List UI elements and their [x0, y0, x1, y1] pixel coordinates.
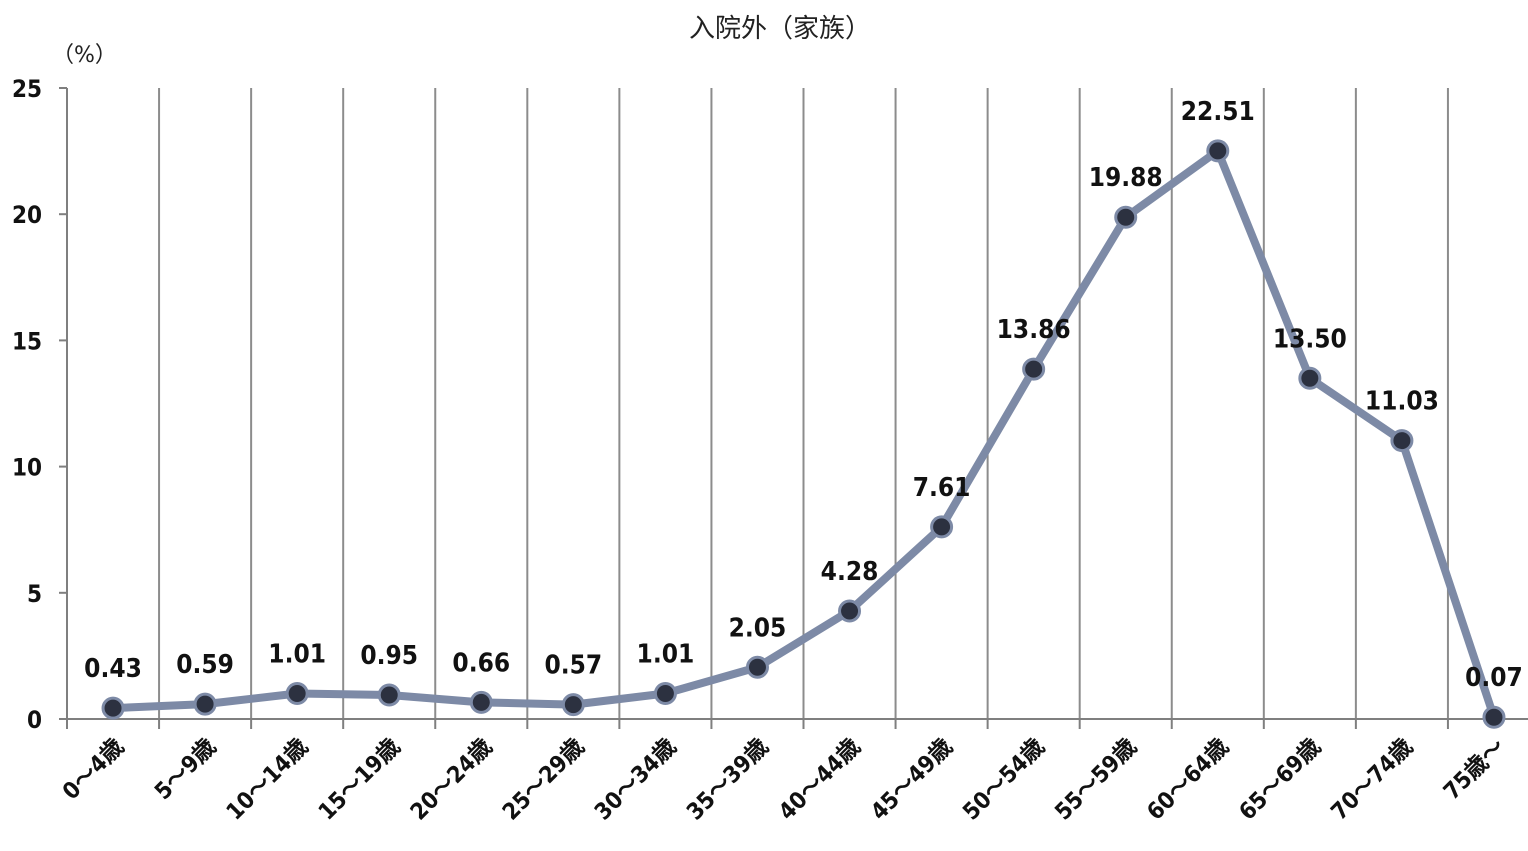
data-point-marker	[1390, 429, 1414, 453]
data-label: 1.01	[268, 640, 326, 670]
data-point-marker	[745, 655, 769, 679]
x-tick-label: 70～74歳	[1327, 734, 1419, 826]
data-label: 13.86	[997, 315, 1071, 345]
data-label: 0.57	[544, 651, 602, 681]
axes	[66, 88, 1528, 729]
x-tick-label: 35～39歳	[682, 734, 774, 826]
x-tick-label: 30～34歳	[590, 734, 682, 826]
data-label: 4.28	[821, 557, 879, 587]
data-label: 11.03	[1365, 387, 1439, 417]
x-tick-label: 5～9歳	[150, 734, 221, 805]
x-tick-label: 0～4歳	[58, 734, 129, 805]
y-tick-label: 0	[27, 706, 42, 734]
data-point-marker	[193, 692, 217, 716]
y-tick-label: 10	[12, 454, 42, 482]
data-point-marker	[377, 683, 401, 707]
data-point-marker	[285, 682, 309, 706]
x-tick-label: 40～44歳	[774, 734, 866, 826]
y-tick-label: 25	[12, 75, 42, 103]
data-point-marker	[1114, 205, 1138, 229]
data-label: 22.51	[1181, 97, 1255, 127]
y-axis-unit-label: （%）	[52, 43, 117, 68]
data-point-marker	[1482, 705, 1506, 729]
data-point-marker	[561, 693, 585, 717]
data-point-marker	[1206, 139, 1230, 163]
x-tick-label: 55～59歳	[1050, 734, 1142, 826]
y-tick-label: 15	[12, 327, 42, 355]
series-polyline	[109, 146, 1498, 722]
y-tick-label: 5	[27, 580, 42, 608]
data-label: 0.43	[84, 654, 142, 684]
data-point-marker	[1022, 357, 1046, 381]
x-tick-label: 65～69歳	[1234, 734, 1326, 826]
data-label: 19.88	[1089, 163, 1163, 193]
data-label: 1.01	[637, 640, 695, 670]
data-label: 13.50	[1273, 324, 1347, 354]
data-label: 0.07	[1465, 663, 1523, 693]
data-label: 7.61	[913, 473, 971, 503]
data-label: 0.95	[360, 641, 418, 671]
x-tick-label: 45～49歳	[866, 734, 958, 826]
y-axis-ticks: 0 5 10 15 20 25	[12, 75, 67, 734]
vertical-gridlines	[158, 88, 1449, 719]
x-tick-label: 20～24歳	[406, 734, 498, 826]
data-point-marker	[653, 682, 677, 706]
series-line	[109, 146, 1498, 722]
y-tick-label: 20	[12, 201, 42, 229]
chart-title: 入院外（家族）	[689, 14, 871, 44]
x-tick-label: 50～54歳	[958, 734, 1050, 826]
data-label: 0.66	[452, 648, 510, 678]
data-label: 0.59	[176, 650, 234, 680]
data-point-marker	[1298, 366, 1322, 390]
data-markers	[101, 139, 1506, 729]
x-tick-label: 10～14歳	[222, 734, 314, 826]
data-point-marker	[469, 690, 493, 714]
data-point-marker	[101, 696, 125, 720]
x-tick-label: 15～19歳	[314, 734, 406, 826]
data-labels: 0.43 0.59 1.01 0.95 0.66 0.57 1.01 2.05 4.28 7.61…	[84, 97, 1523, 693]
x-tick-label: 60～64歳	[1142, 734, 1234, 826]
data-point-marker	[930, 515, 954, 539]
x-tick-label: 75歳～	[1439, 734, 1510, 805]
x-tick-label: 25～29歳	[498, 734, 590, 826]
x-axis-category-labels: 0～4歳 5～9歳 10～14歳 15～19歳 20～24歳 25～29歳 30～34歳 35…	[58, 734, 1510, 826]
data-label: 2.05	[729, 613, 787, 643]
data-point-marker	[838, 599, 862, 623]
